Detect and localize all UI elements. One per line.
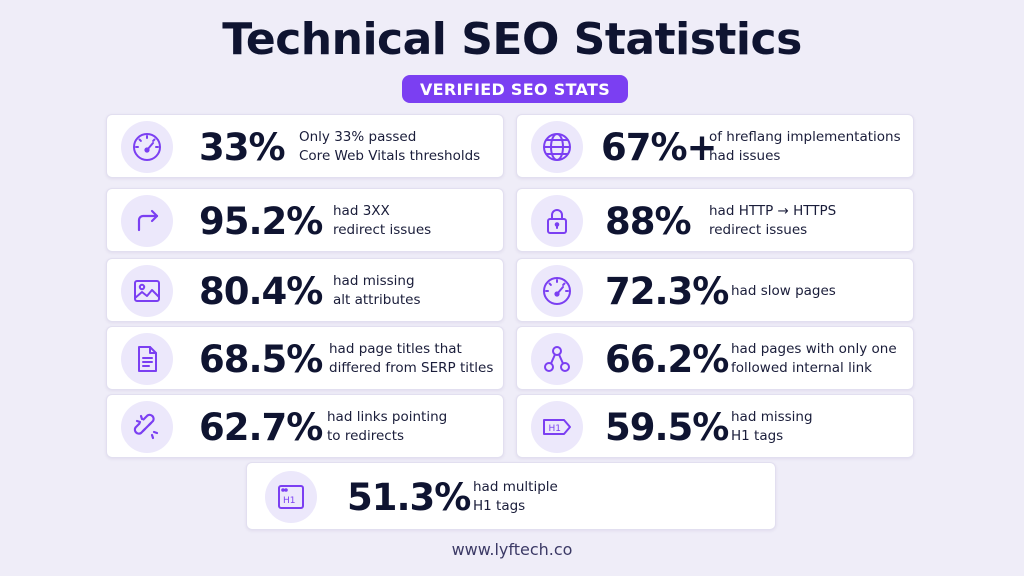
network-nodes-icon [531, 333, 583, 385]
stat-description: had missing alt attributes [333, 273, 421, 308]
stat-card-3xx: 95.2% had 3XX redirect issues [106, 188, 504, 252]
speedometer-icon [121, 121, 173, 173]
stat-value: 51.3% [347, 475, 471, 519]
stat-value: 66.2% [605, 337, 729, 381]
speedometer-icon [531, 265, 583, 317]
svg-text:H1: H1 [549, 424, 562, 434]
stat-card-alt-attributes: 80.4% had missing alt attributes [106, 258, 504, 322]
stat-description: had multiple H1 tags [473, 479, 558, 514]
padlock-icon [531, 195, 583, 247]
stat-description: had page titles that differed from SERP t… [329, 341, 494, 376]
stat-value: 95.2% [199, 199, 323, 243]
page-title: Technical SEO Statistics [222, 14, 802, 65]
verified-badge: VERIFIED SEO STATS [402, 75, 628, 103]
svg-text:H1: H1 [283, 496, 296, 506]
stat-value: 62.7% [199, 405, 323, 449]
stat-value: 72.3% [605, 269, 729, 313]
stat-description: had slow pages [731, 282, 836, 299]
h1-box-icon: H1 [265, 471, 317, 523]
stat-value: 33% [199, 125, 286, 169]
stat-card-multiple-h1: H1 51.3% had multiple H1 tags [246, 462, 776, 530]
stat-card-slow-pages: 72.3% had slow pages [516, 258, 914, 322]
stat-value: 67%+ [601, 125, 718, 169]
stat-description: had HTTP → HTTPS redirect issues [709, 203, 837, 238]
stat-description: had pages with only one followed internal… [731, 341, 897, 376]
stat-description: had 3XX redirect issues [333, 203, 432, 238]
stat-card-core-web-vitals: 33% Only 33% passed Core Web Vitals thres… [106, 114, 504, 178]
image-icon [121, 265, 173, 317]
stat-description: Only 33% passed Core Web Vitals threshold… [299, 129, 481, 164]
stat-card-missing-h1: H1 59.5% had missing H1 tags [516, 394, 914, 458]
h1-tag-icon: H1 [531, 401, 583, 453]
stat-description: had links pointing to redirects [327, 409, 448, 444]
stat-description: of hreflang implementations had issues [709, 129, 901, 164]
stat-card-hreflang: 67%+ of hreflang implementations had issu… [516, 114, 914, 178]
stat-value: 80.4% [199, 269, 323, 313]
stat-value: 59.5% [605, 405, 729, 449]
stat-card-https: 88% had HTTP → HTTPS redirect issues [516, 188, 914, 252]
stat-value: 88% [605, 199, 692, 243]
broken-link-icon [121, 401, 173, 453]
stat-value: 68.5% [199, 337, 323, 381]
stat-card-page-titles: 68.5% had page titles that differed from … [106, 326, 504, 390]
stat-description: had missing H1 tags [731, 409, 813, 444]
redirect-arrow-icon [121, 195, 173, 247]
document-icon [121, 333, 173, 385]
globe-icon [531, 121, 583, 173]
stat-card-internal-link: 66.2% had pages with only one followed in… [516, 326, 914, 390]
stat-card-links-redirects: 62.7% had links pointing to redirects [106, 394, 504, 458]
website-url: www.lyftech.co [451, 540, 573, 559]
